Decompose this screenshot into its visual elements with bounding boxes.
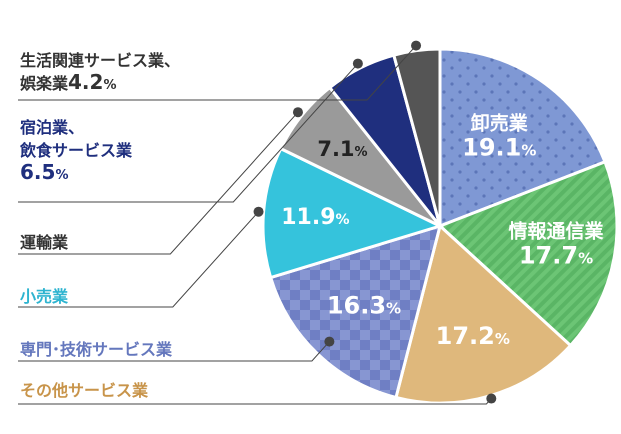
outer-label-text-other_services: その他サービス業 <box>20 381 149 400</box>
pie-slice-info_comm <box>437 159 619 348</box>
leader-dot-transport <box>292 107 303 118</box>
outer-label-transport: 運輸業 <box>20 233 69 252</box>
leader-dot-living_services <box>411 40 422 51</box>
outer-label-text-living_services: 娯楽業4.2% <box>20 70 116 94</box>
outer-label-text-transport: 運輸業 <box>20 233 69 252</box>
outer-label-retail: 小売業 <box>20 287 69 306</box>
outer-label-text-living_services: 生活関連サービス業、 <box>20 51 180 70</box>
leader-dot-retail <box>253 206 264 217</box>
outer-label-text-retail: 小売業 <box>20 287 69 306</box>
leader-line-living_services <box>18 45 417 101</box>
pie-slice-professional <box>268 223 443 400</box>
leader-line-professional <box>18 341 330 362</box>
outer-label-professional: 専門･技術サービス業 <box>20 340 173 359</box>
leader-dot-other_services <box>486 393 497 404</box>
outer-label-text-professional: 専門･技術サービス業 <box>20 340 173 359</box>
slice-name-info_comm: 情報通信業 <box>508 220 604 243</box>
slice-value-professional: 16.3% <box>327 291 401 319</box>
pie-slice-retail <box>261 146 445 280</box>
leader-line-accommodation <box>18 63 359 203</box>
slice-name-wholesale: 卸売業 <box>471 111 529 134</box>
slice-value-other_services: 17.2% <box>436 322 510 350</box>
slice-value-transport: 7.1% <box>317 137 367 161</box>
slice-label-retail: 11.9% <box>281 205 349 230</box>
slice-value-retail: 11.9% <box>281 205 349 230</box>
outer-label-text-accommodation: 宿泊業、 <box>20 118 84 137</box>
leader-dot-accommodation <box>352 58 363 69</box>
pie-slice-wholesale <box>438 47 607 229</box>
slice-value-wholesale: 19.1% <box>462 133 536 161</box>
outer-label-text-accommodation: 飲食サービス業 <box>19 141 133 160</box>
pie-slice-living_services <box>391 47 442 227</box>
leader-line-retail <box>18 211 259 308</box>
slice-value-info_comm: 17.7% <box>519 242 593 270</box>
outer-label-other_services: その他サービス業 <box>20 381 149 400</box>
outer-label-text-accommodation: 6.5% <box>20 160 68 184</box>
slice-label-professional: 16.3% <box>327 291 401 319</box>
leader-dot-professional <box>324 336 335 347</box>
slice-label-other_services: 17.2% <box>436 322 510 350</box>
slice-label-transport: 7.1% <box>317 137 367 161</box>
leader-line-transport <box>18 111 299 255</box>
outer-label-living_services: 生活関連サービス業、娯楽業4.2% <box>20 51 180 94</box>
